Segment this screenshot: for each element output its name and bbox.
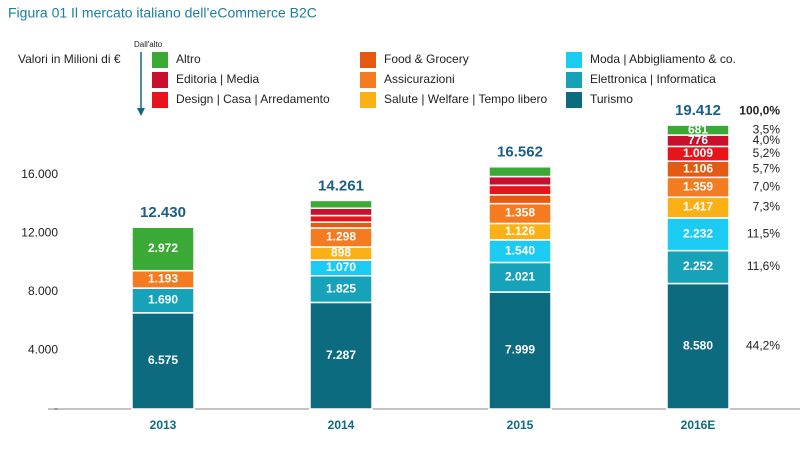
total-label: 14.261 <box>318 177 364 194</box>
data-label: 2.021 <box>505 269 535 283</box>
legend-label: Editoria | Media <box>176 72 259 86</box>
legend-label: Assicurazioni <box>384 72 455 86</box>
total-label: 12.430 <box>140 204 186 221</box>
data-label: 2.252 <box>683 259 713 273</box>
bar-segment <box>488 184 552 196</box>
legend-label: Moda | Abbigliamento & co. <box>590 52 736 66</box>
chart-title: Figura 01 Il mercato italiano dell’eComm… <box>8 5 317 21</box>
data-label: 776 <box>688 133 708 147</box>
data-label: 6.575 <box>148 353 178 367</box>
data-label: 1.298 <box>326 230 356 244</box>
bar-segment <box>488 166 552 178</box>
bar-segment <box>131 312 195 410</box>
share-label: 5,2% <box>753 146 781 160</box>
bar-segment <box>309 199 373 209</box>
share-label: 11,6% <box>747 259 780 273</box>
x-tick-label: 2013 <box>150 418 177 432</box>
data-label: 7.287 <box>326 348 356 362</box>
arrow-head <box>137 108 145 116</box>
data-label: 1.070 <box>326 260 356 274</box>
legend-swatch <box>360 72 376 88</box>
bar-segment <box>488 194 552 205</box>
x-tick-label: 2015 <box>507 418 534 432</box>
y-tick-label: 12.000 <box>21 226 58 240</box>
bar-segment <box>309 207 373 217</box>
data-label: 898 <box>331 246 351 260</box>
y-tick-label: 8.000 <box>28 284 58 298</box>
legend-label: Food & Grocery <box>384 52 469 66</box>
share-label: 7,0% <box>753 179 781 193</box>
x-tick-label: 2016E <box>681 418 716 432</box>
share-label: 11,5% <box>747 226 780 240</box>
data-label: 2.972 <box>148 241 178 255</box>
share-label: 5,7% <box>753 161 781 175</box>
bar-segment <box>488 261 552 293</box>
legend-swatch <box>360 52 376 68</box>
legend-label: Salute | Welfare | Tempo libero <box>384 92 548 106</box>
bar-segment <box>488 291 552 410</box>
y-tick-label: - <box>54 401 58 415</box>
data-label: 1.358 <box>505 206 535 220</box>
share-label: 44,2% <box>746 338 780 352</box>
bar-segment <box>309 214 373 223</box>
x-tick-label: 2014 <box>328 418 355 432</box>
total-label: 16.562 <box>497 144 543 161</box>
share-label: 7,3% <box>753 200 781 214</box>
legend-label: Altro <box>176 52 201 66</box>
legend-label: Turismo <box>590 92 633 106</box>
legend-swatch <box>566 52 582 68</box>
data-label: 681 <box>688 122 708 136</box>
data-label: 1.009 <box>683 146 713 160</box>
y-tick-label: 16.000 <box>21 167 58 181</box>
total-label: 19.412 <box>675 102 721 119</box>
data-label: 1.690 <box>148 293 178 307</box>
legend-swatch <box>152 52 168 68</box>
bar-segment <box>488 175 552 187</box>
y-tick-label: 4.000 <box>28 343 58 357</box>
data-label: 1.417 <box>683 200 713 214</box>
legend-swatch <box>566 72 582 88</box>
data-label: 1.359 <box>683 179 713 193</box>
data-label: 1.106 <box>683 161 713 175</box>
data-label: 1.126 <box>505 224 535 238</box>
legend-swatch <box>152 92 168 108</box>
legend-note: Dall'alto <box>134 40 163 49</box>
bar-segment <box>131 226 195 272</box>
legend-swatch <box>566 92 582 108</box>
data-label: 8.580 <box>683 338 713 352</box>
total-share-label: 100,0% <box>739 103 780 117</box>
legend-label: Design | Casa | Arredamento <box>176 92 330 106</box>
bar-segment <box>666 124 730 136</box>
bar-segment <box>666 217 730 252</box>
data-label: 1.825 <box>326 281 356 295</box>
bar-segment <box>309 221 373 229</box>
data-label: 1.193 <box>148 272 178 286</box>
data-label: 7.999 <box>505 343 535 357</box>
bar-segment <box>666 282 730 410</box>
legend-swatch <box>152 72 168 88</box>
legend-swatch <box>360 92 376 108</box>
share-label: 3,5% <box>753 122 781 136</box>
data-label: 1.540 <box>505 243 535 257</box>
unit-label: Valori in Milioni di € <box>18 52 121 66</box>
share-label: 4,0% <box>753 133 781 147</box>
bar-segment <box>666 249 730 285</box>
data-label: 2.232 <box>683 226 713 240</box>
legend-label: Elettronica | Informatica <box>590 72 716 86</box>
